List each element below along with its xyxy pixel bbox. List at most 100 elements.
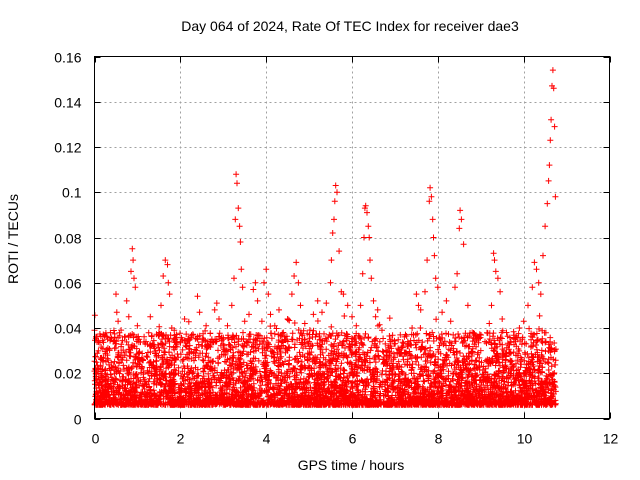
x-tick-label: 12 (603, 431, 619, 447)
data-point (265, 291, 272, 298)
data-point (258, 318, 265, 325)
data-point (228, 302, 235, 309)
data-point (234, 180, 240, 187)
data-point (158, 302, 164, 309)
data-point (454, 270, 461, 277)
data-point (216, 316, 222, 322)
data-point (430, 234, 437, 241)
data-point (241, 318, 248, 325)
data-point (544, 200, 551, 207)
data-point (529, 284, 536, 291)
data-point (361, 234, 367, 241)
data-point (372, 313, 379, 320)
data-point (428, 193, 435, 200)
data-point (232, 216, 239, 223)
data-point (331, 198, 338, 205)
data-point (113, 309, 120, 316)
data-point (340, 291, 347, 298)
data-point (427, 184, 434, 191)
data-point (115, 318, 122, 325)
data-point (238, 266, 245, 273)
data-point (327, 279, 334, 286)
y-tick-label: 0.06 (54, 276, 81, 292)
data-point (113, 291, 119, 298)
data-point (239, 284, 246, 291)
data-point (550, 85, 557, 92)
data-point (547, 137, 554, 144)
data-point (545, 177, 552, 184)
data-point (426, 198, 433, 205)
data-point (542, 223, 549, 230)
data-point (366, 234, 373, 241)
data-point (552, 193, 559, 200)
data-point (364, 209, 370, 216)
data-point (488, 302, 495, 309)
data-point (537, 291, 544, 298)
data-point (362, 202, 369, 209)
data-point (353, 322, 360, 329)
data-point (443, 297, 450, 304)
data-point (540, 252, 546, 259)
data-point (492, 268, 499, 275)
data-point (486, 320, 493, 327)
x-tick-label: 6 (349, 431, 357, 447)
data-point (276, 306, 282, 313)
data-point (293, 259, 300, 266)
data-point (409, 325, 416, 331)
x-tick-label: 2 (177, 431, 185, 447)
data-point (413, 291, 420, 298)
data-point (328, 257, 335, 264)
data-point (368, 275, 375, 282)
data-point (533, 266, 540, 273)
data-point (439, 309, 446, 316)
data-point (291, 273, 298, 279)
data-point (367, 257, 373, 264)
data-point (336, 248, 343, 255)
data-point (123, 297, 130, 304)
y-tick-label: 0.1 (62, 185, 82, 201)
data-point (417, 306, 424, 313)
data-point (310, 311, 317, 318)
data-point (415, 302, 422, 309)
y-tick-label: 0 (74, 412, 82, 428)
data-point (147, 313, 154, 320)
data-point (424, 257, 431, 264)
x-tick-label: 8 (435, 431, 443, 447)
data-point (211, 306, 218, 313)
data-point (196, 309, 203, 316)
data-points (91, 67, 559, 408)
data-point (181, 316, 188, 322)
x-tick-labels: 0 2 4 6 8 10 12 (92, 431, 619, 447)
data-point (252, 279, 259, 286)
data-point (431, 252, 438, 259)
y-tick-label: 0.02 (54, 366, 81, 382)
data-point (516, 325, 523, 331)
data-point (447, 318, 454, 325)
data-point (267, 311, 274, 318)
data-point (246, 311, 252, 318)
data-point (213, 300, 220, 307)
data-point-cloud (91, 312, 559, 408)
data-point (491, 257, 498, 264)
data-point (194, 293, 201, 300)
x-tick-label: 10 (517, 431, 533, 447)
data-point (551, 123, 558, 130)
x-axis-label: GPS time / hours (298, 457, 405, 473)
data-point (499, 316, 506, 322)
data-point (535, 279, 542, 286)
data-point (236, 223, 243, 230)
data-point (456, 225, 463, 232)
data-point (379, 327, 385, 334)
data-point (464, 302, 471, 309)
data-point (546, 162, 553, 169)
data-point (344, 302, 351, 309)
data-point (301, 320, 308, 327)
data-point (374, 306, 381, 313)
data-point (237, 239, 244, 245)
data-point (520, 318, 527, 325)
data-point (128, 268, 134, 275)
data-point (357, 302, 364, 309)
data-point (319, 309, 325, 316)
data-point (134, 322, 141, 329)
